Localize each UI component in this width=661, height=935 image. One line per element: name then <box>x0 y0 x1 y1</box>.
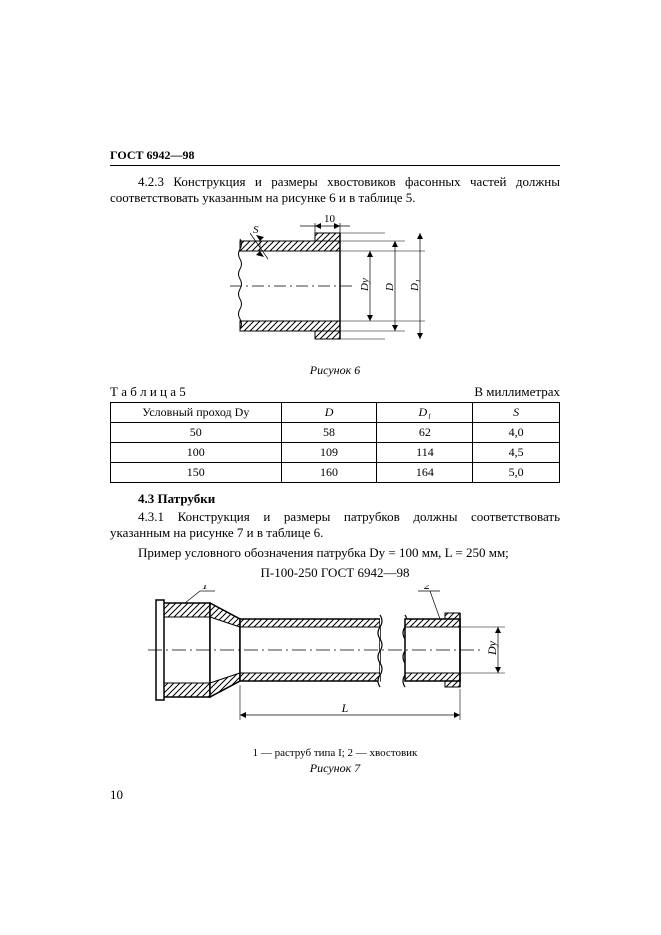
section-4-3-title: 4.3 Патрубки <box>138 491 560 507</box>
page-number: 10 <box>110 787 123 803</box>
para-4-3-example: Пример условного обозначения патрубка Dу… <box>110 545 560 561</box>
fig7-label-dy: Dу <box>485 641 499 657</box>
table-row: 5058624,0 <box>111 422 560 442</box>
figure-6-svg: 10 S Dу D <box>220 211 450 361</box>
table-cell: 4,5 <box>473 442 560 462</box>
fig6-label-dy: Dу <box>359 278 371 292</box>
figure-7-legend: 1 — раструб типа I; 2 — хвостовик <box>110 747 560 759</box>
col-dy: Условный проход Dу <box>142 405 249 419</box>
table5-label-left: Т а б л и ц а 5 <box>110 384 186 400</box>
table-header-row: Условный проход Dу D D₁ S <box>111 402 560 422</box>
page: ГОСТ 6942—98 4.2.3 Конструкция и размеры… <box>0 0 661 935</box>
para-4-3-1: 4.3.1 Конструкция и размеры патрубков до… <box>110 509 560 542</box>
para-4-2-3: 4.2.3 Конструкция и размеры хвостовиков … <box>110 174 560 207</box>
table-cell: 58 <box>281 422 377 442</box>
table-5: Условный проход Dу D D₁ S 5058624,010010… <box>110 402 560 483</box>
fig7-label-1: 1 <box>202 585 208 592</box>
fig7-label-l: L <box>341 701 349 715</box>
table-cell: 4,0 <box>473 422 560 442</box>
figure-7-svg: 1 2 L Dу <box>140 585 530 745</box>
gost-header: ГОСТ 6942—98 <box>110 148 560 163</box>
header-rule <box>110 165 560 166</box>
table-cell: 150 <box>111 462 282 482</box>
table-cell: 62 <box>377 422 473 442</box>
table-row: 1001091144,5 <box>111 442 560 462</box>
col-s: S <box>513 405 519 419</box>
fig6-dim-10: 10 <box>324 213 336 225</box>
fig6-label-d1: D₁ <box>409 279 421 292</box>
table-cell: 50 <box>111 422 282 442</box>
fig6-label-d: D <box>384 283 396 292</box>
table-cell: 160 <box>281 462 377 482</box>
figure-6-caption: Рисунок 6 <box>110 363 560 378</box>
fig7-label-2: 2 <box>424 585 430 592</box>
table-cell: 114 <box>377 442 473 462</box>
table-cell: 164 <box>377 462 473 482</box>
col-d1: D₁ <box>419 405 432 419</box>
designation-line: П-100-250 ГОСТ 6942—98 <box>110 565 560 581</box>
table5-label-right: В миллиметрах <box>474 384 560 400</box>
col-d: D <box>325 405 334 419</box>
figure-7-caption: Рисунок 7 <box>110 761 560 776</box>
table-cell: 109 <box>281 442 377 462</box>
fig6-label-s: S <box>253 224 259 236</box>
content-area: ГОСТ 6942—98 4.2.3 Конструкция и размеры… <box>110 148 560 782</box>
table-row: 1501601645,0 <box>111 462 560 482</box>
table5-labels: Т а б л и ц а 5 В миллиметрах <box>110 384 560 400</box>
table-cell: 100 <box>111 442 282 462</box>
table-cell: 5,0 <box>473 462 560 482</box>
